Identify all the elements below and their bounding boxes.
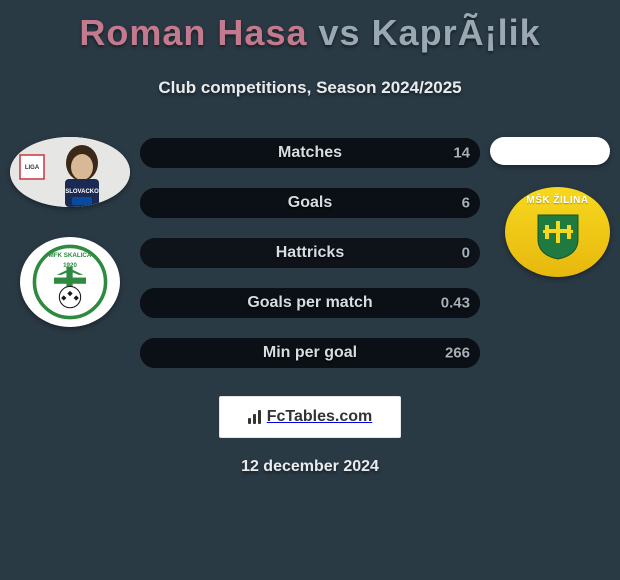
title: Roman Hasa vs KaprÃ¡lik (0, 12, 620, 54)
player2-club-badge: MŠK ŽILINA (505, 187, 610, 277)
stat-row-goals: Goals 6 (140, 188, 480, 218)
stat-value-right: 0.43 (441, 295, 470, 312)
player2-name: KaprÃ¡lik (372, 12, 541, 53)
skalica-badge-svg: MFK SKALICA 1920 (25, 242, 115, 322)
player1-avatar: LIGA SLOVACKO (10, 137, 130, 207)
fctables-text: FcTables.com (267, 408, 373, 426)
stat-label: Goals per match (247, 294, 372, 312)
stat-label: Min per goal (263, 344, 357, 362)
svg-text:MFK SKALICA: MFK SKALICA (49, 252, 92, 259)
stat-value-right: 6 (462, 195, 470, 212)
stat-row-hattricks: Hattricks 0 (140, 238, 480, 268)
zilina-badge-svg (518, 197, 598, 267)
date-stamp: 12 december 2024 (0, 458, 620, 476)
player1-name: Roman Hasa (79, 12, 307, 53)
stat-label: Matches (278, 144, 342, 162)
player1-avatar-svg: LIGA SLOVACKO (10, 137, 130, 207)
stat-row-matches: Matches 14 (140, 138, 480, 168)
stat-value-right: 14 (453, 145, 470, 162)
vs-label: vs (319, 12, 361, 53)
svg-text:LIGA: LIGA (25, 165, 40, 171)
fctables-icon (248, 410, 261, 424)
comparison-card: Roman Hasa vs KaprÃ¡lik Club competition… (0, 12, 620, 580)
stat-row-mpg: Min per goal 266 (140, 338, 480, 368)
stat-row-gpm: Goals per match 0.43 (140, 288, 480, 318)
stat-label: Goals (288, 194, 332, 212)
player2-avatar (490, 137, 610, 165)
zilina-label: MŠK ŽILINA (505, 195, 610, 206)
svg-text:SLOVACKO: SLOVACKO (65, 189, 99, 195)
stat-value-right: 0 (462, 245, 470, 262)
stat-label: Hattricks (276, 244, 344, 262)
player1-club-badge: MFK SKALICA 1920 (20, 237, 120, 327)
stat-value-right: 266 (445, 345, 470, 362)
subtitle: Club competitions, Season 2024/2025 (0, 78, 620, 98)
fctables-link[interactable]: FcTables.com (219, 396, 401, 438)
